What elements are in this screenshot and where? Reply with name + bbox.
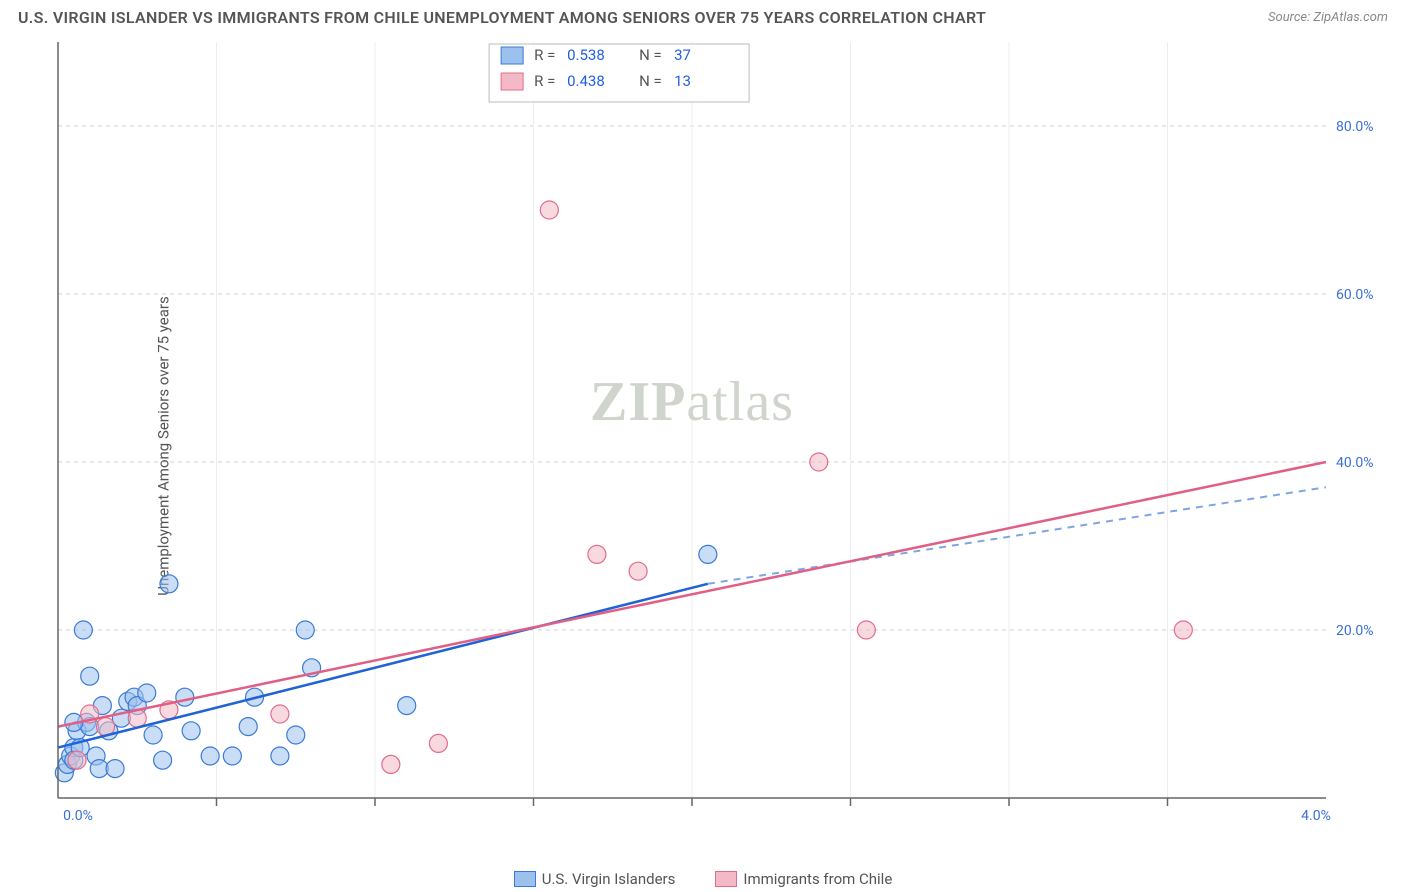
legend-n-label: N = — [639, 46, 662, 64]
data-point — [382, 755, 400, 773]
legend-n-value: 13 — [674, 72, 691, 90]
data-point — [857, 621, 875, 639]
legend-r-label: R = — [534, 46, 555, 64]
data-point — [81, 667, 99, 685]
data-point — [588, 545, 606, 563]
x-tick-label: 0.0% — [63, 808, 93, 824]
data-point — [540, 201, 558, 219]
data-point — [296, 621, 314, 639]
legend-swatch — [514, 871, 536, 887]
y-tick-label: 40.0% — [1336, 455, 1374, 471]
legend-n-label: N = — [639, 72, 662, 90]
legend-n-value: 37 — [674, 46, 691, 64]
legend-label: U.S. Virgin Islanders — [542, 870, 676, 888]
trend-line-usvi — [58, 584, 708, 748]
y-tick-label: 80.0% — [1336, 119, 1374, 135]
chart-title: U.S. VIRGIN ISLANDER VS IMMIGRANTS FROM … — [18, 8, 986, 27]
legend-r-value: 0.538 — [567, 46, 605, 64]
data-point — [154, 751, 172, 769]
data-point — [144, 726, 162, 744]
data-point — [271, 747, 289, 765]
data-point — [176, 688, 194, 706]
watermark: ZIPatlas — [590, 371, 794, 433]
legend-r-label: R = — [534, 72, 555, 90]
scatter-plot: 20.0% 40.0% 60.0% 80.0% ZIPatlas 0.0% 4.0% R = 0… — [52, 38, 1386, 828]
data-point — [106, 760, 124, 778]
data-point — [810, 453, 828, 471]
legend-item: Immigrants from Chile — [715, 870, 892, 888]
data-point — [68, 751, 86, 769]
data-point — [629, 562, 647, 580]
source-label: Source: ZipAtlas.com — [1268, 10, 1388, 25]
legend-swatch — [501, 73, 523, 90]
legend-bottom: U.S. Virgin Islanders Immigrants from Chi… — [0, 870, 1406, 888]
data-point — [398, 697, 416, 715]
data-point — [138, 684, 156, 702]
trend-line-usvi-ext — [708, 487, 1326, 584]
data-point — [699, 545, 717, 563]
data-point — [201, 747, 219, 765]
legend-swatch — [715, 871, 737, 887]
data-point — [182, 722, 200, 740]
legend-r-value: 0.438 — [567, 72, 605, 90]
data-point — [74, 621, 92, 639]
x-tick-label: 4.0% — [1301, 808, 1331, 824]
legend-label: Immigrants from Chile — [743, 870, 892, 888]
y-tick-label: 60.0% — [1336, 287, 1374, 303]
data-point — [429, 734, 447, 752]
data-point — [160, 575, 178, 593]
legend-item: U.S. Virgin Islanders — [514, 870, 676, 888]
data-point — [271, 705, 289, 723]
legend-correlation — [489, 44, 749, 102]
data-point — [1174, 621, 1192, 639]
data-point — [239, 718, 257, 736]
y-tick-label: 20.0% — [1336, 623, 1374, 639]
data-point — [223, 747, 241, 765]
data-point — [287, 726, 305, 744]
legend-swatch — [501, 47, 523, 64]
